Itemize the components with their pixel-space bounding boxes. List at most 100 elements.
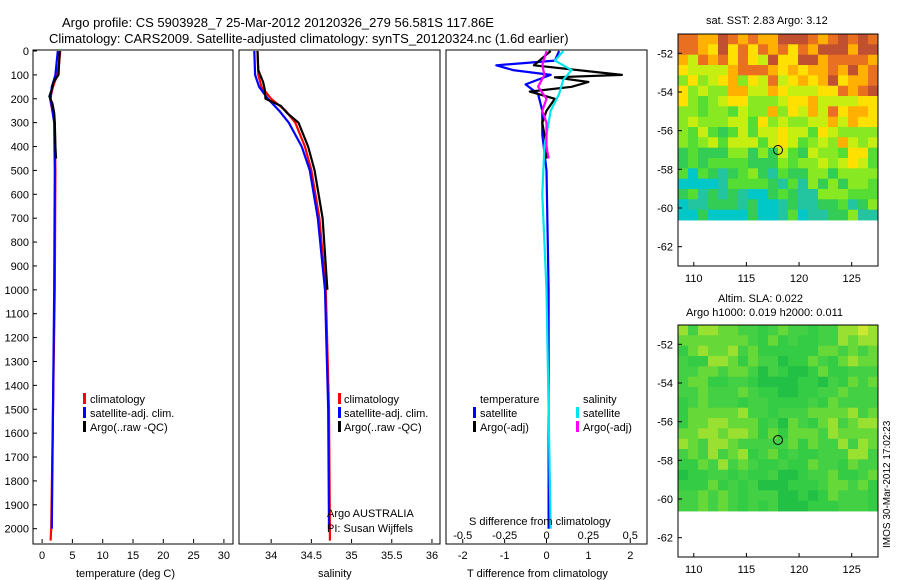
heat-cell (768, 325, 779, 336)
heat-cell (828, 366, 839, 378)
heat-cell (688, 189, 699, 200)
legend-label-argo: Argo(..raw -QC) (90, 422, 168, 434)
heat-cell (828, 490, 839, 502)
heat-cell (698, 376, 709, 388)
heat-cell (768, 459, 779, 471)
heat-cell (728, 387, 739, 398)
heat-cell (818, 168, 829, 180)
heat-cell (708, 387, 719, 398)
heat-cell (858, 325, 869, 336)
heat-cell (868, 345, 879, 357)
heat-cell (728, 96, 739, 107)
heat-cell (748, 127, 759, 138)
series-line-s-argo-adj- (536, 50, 550, 159)
heat-cell (838, 500, 849, 512)
heat-cell (868, 54, 879, 66)
heat-cell (698, 459, 709, 471)
heat-cell (758, 85, 769, 97)
legend-swatch-satellite (83, 407, 86, 418)
heat-cell (678, 209, 689, 221)
heat-cell (738, 75, 749, 87)
heat-cell (728, 459, 739, 471)
heat-cell (728, 490, 739, 502)
heat-cell (758, 325, 769, 336)
heat-cell (688, 407, 699, 419)
heat-cell (698, 428, 709, 440)
heat-cell (788, 387, 799, 398)
lat-tick-label: -56 (657, 417, 673, 429)
heat-cell (788, 366, 799, 378)
heat-cell (778, 75, 789, 87)
heat-cell (858, 480, 869, 491)
heat-cell (738, 376, 749, 388)
heat-cell (848, 325, 859, 336)
heat-cell (688, 335, 699, 347)
heat-cell (838, 387, 849, 398)
heat-cell (808, 54, 819, 66)
heat-cell (768, 345, 779, 357)
heat-cell (678, 469, 689, 481)
heat-cell (738, 490, 749, 502)
heat-cell (848, 178, 859, 190)
heat-cell (798, 147, 809, 159)
heat-cell (678, 54, 689, 66)
heat-cell (858, 44, 869, 56)
heat-cell (858, 75, 869, 87)
heat-cell (858, 199, 869, 211)
heat-cell (788, 345, 799, 357)
heat-cell (868, 366, 879, 378)
heat-cell (788, 106, 799, 118)
heat-cell (788, 178, 799, 190)
heat-cell (798, 168, 809, 180)
heat-cell (688, 366, 699, 378)
heat-cell (818, 335, 829, 347)
heat-cell (838, 96, 849, 107)
salinity-tick-labels: 34 34.5 35 35.5 36 (265, 539, 438, 562)
heat-cell (768, 65, 779, 76)
heat-cell (728, 75, 739, 87)
heat-cell (828, 189, 839, 200)
heat-cell (798, 199, 809, 211)
heat-cell (858, 490, 869, 502)
heat-cell (708, 480, 719, 491)
heat-cell (678, 116, 689, 128)
heat-cell (808, 158, 819, 169)
difference-axes-frame (445, 49, 648, 545)
heat-cell (688, 65, 699, 76)
header-line2: Climatology: CARS2009. Satellite-adjuste… (49, 31, 569, 46)
heat-cell (788, 75, 799, 87)
heat-cell (788, 449, 799, 460)
heat-cell (758, 34, 769, 45)
heat-cell (828, 356, 839, 367)
x-tick-label: 36 (426, 550, 438, 562)
heat-cell (768, 75, 779, 87)
heat-cell (758, 127, 769, 138)
heat-cell (698, 54, 709, 66)
heat-cell (748, 168, 759, 180)
heat-cell (698, 356, 709, 367)
heat-cell (758, 500, 769, 512)
heat-cell (678, 44, 689, 56)
heat-cell (798, 158, 809, 169)
heat-cell (698, 325, 709, 336)
heat-cell (838, 44, 849, 56)
heat-cell (788, 480, 799, 491)
lat-tick-label: -58 (657, 455, 673, 467)
heat-cell (808, 387, 819, 398)
heat-cell (788, 127, 799, 138)
heat-cell (798, 407, 809, 419)
s-tick-label: 0.25 (578, 530, 599, 542)
heat-cell (718, 178, 729, 190)
heat-cell (828, 459, 839, 471)
heat-cell (798, 366, 809, 378)
heat-cell (718, 158, 729, 169)
heat-cell (808, 325, 819, 336)
heat-cell (838, 335, 849, 347)
heat-cell (838, 65, 849, 76)
heat-cell (868, 116, 879, 128)
heat-cell (688, 325, 699, 336)
heat-cell (698, 490, 709, 502)
heat-cell (688, 459, 699, 471)
heat-cell (768, 85, 779, 97)
lon-tick-label: 125 (843, 273, 861, 285)
